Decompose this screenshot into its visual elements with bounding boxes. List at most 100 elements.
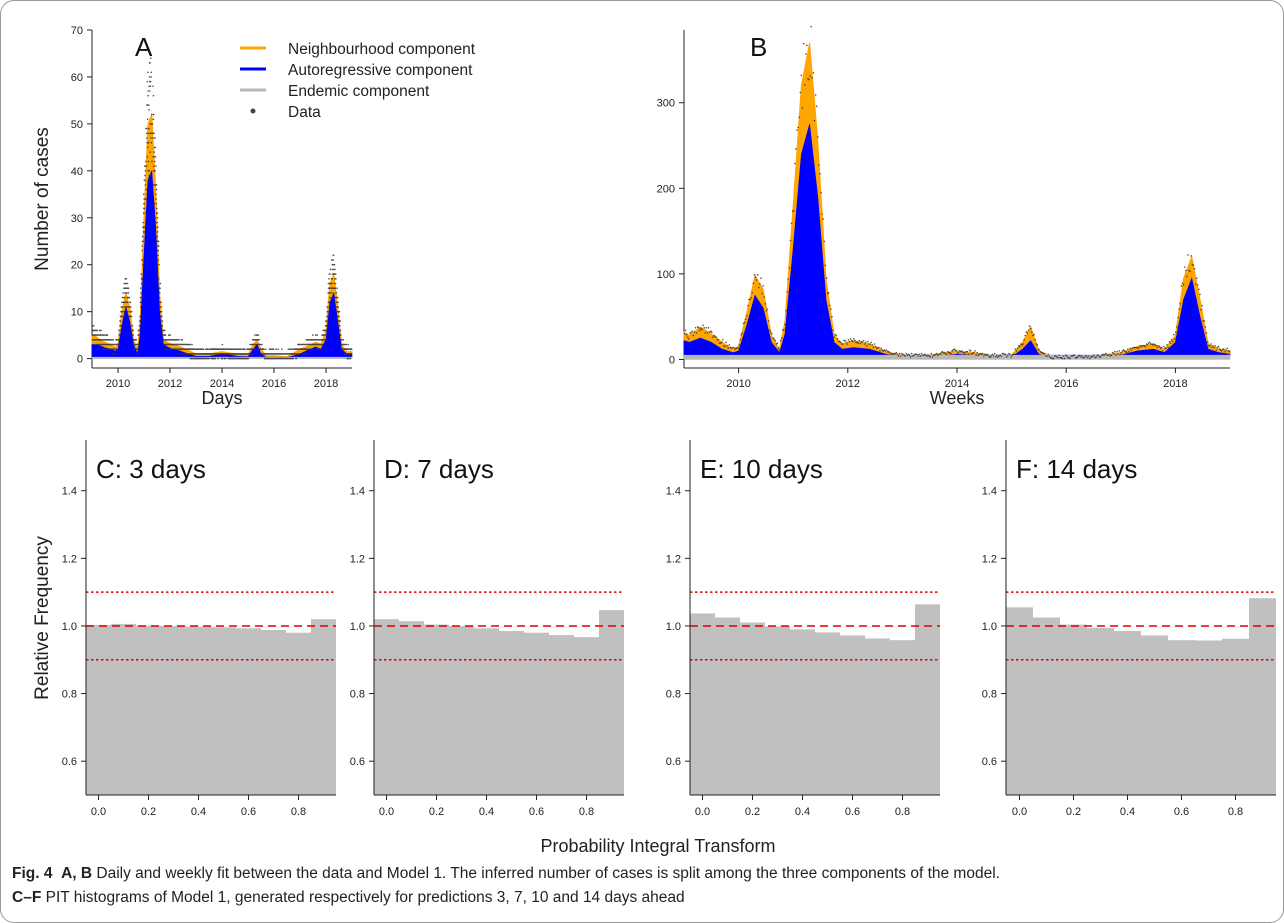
panel-a-y-tick-label: 60 (71, 72, 83, 84)
hist-f-bar (1195, 640, 1222, 795)
panel-b-y-tick-label: 100 (657, 269, 675, 281)
hist-c-bar (86, 624, 111, 795)
hist-d-bar (574, 637, 599, 795)
hist-c-x-tick-label: 0.4 (191, 806, 206, 818)
legend-label: Neighbourhood component (288, 41, 476, 58)
hist-d-bar (449, 625, 474, 795)
hist-e-bar (690, 613, 715, 795)
hist-f-x-tick-label: 0.6 (1174, 806, 1189, 818)
hist-e-y-tick-label: 1.4 (666, 486, 681, 498)
hist-f-y-tick-label: 1.0 (982, 621, 997, 633)
hist-d-y-tick-label: 1.4 (350, 486, 365, 498)
hist-d-bar (474, 628, 499, 795)
hist-c-bar (111, 623, 136, 795)
hist-c-y-tick-label: 1.0 (62, 621, 77, 633)
hist-c-y-axis-title: Relative Frequency (32, 536, 53, 700)
panel-a-y-tick-label: 30 (71, 213, 83, 225)
panel-a-x-tick-label: 2016 (262, 378, 286, 390)
hist-e-bar (915, 604, 940, 795)
hist-e-bar (865, 638, 890, 795)
legend-label: Autoregressive component (288, 62, 473, 79)
hist-e-bar (815, 632, 840, 795)
panel-b-x-tick-label: 2018 (1163, 378, 1187, 390)
hist-e-bar (790, 629, 815, 795)
panel-b-data-points (683, 25, 1231, 360)
hist-c-y-tick-label: 1.4 (62, 486, 77, 498)
hist-c-x-tick-label: 0.2 (141, 806, 156, 818)
hist-d-bar (499, 631, 524, 795)
hist-f-y-tick-label: 1.4 (982, 486, 997, 498)
panel-a-y-tick-label: 40 (71, 166, 83, 178)
hist-c-x-tick-label: 0.6 (241, 806, 256, 818)
hist-f-bar (1033, 617, 1060, 795)
panel-a-y-axis-title: Number of cases (32, 127, 53, 271)
hist-d-x-tick-label: 0.6 (529, 806, 544, 818)
hist-f-bar (1141, 635, 1168, 795)
hist-d-label: D: 7 days (384, 454, 494, 484)
hist-f-bar (1168, 640, 1195, 795)
hist-d-y-tick-label: 0.6 (350, 756, 365, 768)
hist-f-x-tick-label: 0.2 (1066, 806, 1081, 818)
caption-text-1: Daily and weekly fit between the data an… (92, 865, 1000, 882)
hist-f-y-tick-label: 0.8 (982, 689, 997, 701)
figure-canvas: 2010 2012 2014 2016 2018 0 10 20 30 40 50 60 70 A Days… (32, 25, 1276, 856)
hist-f-x-tick-label: 0.8 (1228, 806, 1243, 818)
panel-a-y-tick-label: 50 (71, 119, 83, 131)
hist-c-bar (186, 626, 211, 795)
legend-swatch (250, 108, 256, 114)
hist-c-y-tick-label: 1.2 (62, 553, 77, 565)
hist-f-bar (1222, 638, 1249, 795)
caption-line-2: C–F PIT histograms of Model 1, generated… (12, 886, 1274, 910)
panel-b-y-tick-label: 300 (657, 98, 675, 110)
hist-e-y-tick-label: 1.0 (666, 621, 681, 633)
caption-line-1: Fig. 4 A, B Daily and weekly fit between… (12, 862, 1274, 886)
hist-f-bar (1249, 598, 1276, 795)
hist-c-bar (311, 619, 336, 795)
figure-caption: Fig. 4 A, B Daily and weekly fit between… (12, 862, 1274, 910)
panel-a-data-points (91, 57, 353, 360)
hist-e-x-tick-label: 0.0 (695, 806, 710, 818)
panel-b-y-tick-label: 0 (669, 354, 675, 366)
panel-b-label: B (750, 32, 767, 62)
panel-b-autoregressive-area (683, 124, 1231, 358)
panel-a-y-tick-label: 70 (71, 25, 83, 37)
hist-f-x-tick-label: 0.0 (1012, 806, 1027, 818)
hist-f-x-tick-label: 0.4 (1120, 806, 1135, 818)
hist-c-label: C: 3 days (96, 454, 206, 484)
panel-a-y-tick-label: 20 (71, 260, 83, 272)
panel-b-x-tick-label: 2010 (726, 378, 750, 390)
hist-e-x-tick-label: 0.8 (895, 806, 910, 818)
legend-label: Endemic component (288, 83, 430, 100)
panel-b-x-tick-label: 2014 (945, 378, 969, 390)
hist-e-y-tick-label: 0.8 (666, 689, 681, 701)
hist-f-bar (1006, 607, 1033, 795)
hist-f-y-tick-label: 1.2 (982, 553, 997, 565)
hist-e-bar (740, 622, 765, 795)
hist-d-x-tick-label: 0.2 (429, 806, 444, 818)
panel-b-x-axis-title: Weeks (930, 388, 985, 408)
hist-e-bar (715, 617, 740, 795)
panel-a-neighbourhood-area (91, 114, 353, 359)
hist-d-bar (524, 632, 549, 795)
hist-f-bar (1087, 627, 1114, 795)
hist-e-x-tick-label: 0.6 (845, 806, 860, 818)
hist-f-y-tick-label: 0.6 (982, 756, 997, 768)
hist-d-x-tick-label: 0.8 (579, 806, 594, 818)
legend-label: Data (288, 104, 321, 121)
hist-f-label: F: 14 days (1016, 454, 1137, 484)
hist-c-bar (161, 625, 186, 795)
hist-c-x-tick-label: 0.0 (91, 806, 106, 818)
hist-e-y-tick-label: 0.6 (666, 756, 681, 768)
panel-a-x-tick-label: 2018 (314, 378, 338, 390)
hist-e-bar (890, 640, 915, 795)
panel-b-y-tick-label: 200 (657, 183, 675, 195)
panel-a-y-tick-label: 10 (71, 307, 83, 319)
hist-e-x-tick-label: 0.4 (795, 806, 810, 818)
hist-c-y-tick-label: 0.6 (62, 756, 77, 768)
hist-d-y-tick-label: 1.2 (350, 553, 365, 565)
panel-b-endemic-area (683, 354, 1231, 360)
hist-e-x-tick-label: 0.2 (745, 806, 760, 818)
hist-d-x-tick-label: 0.0 (379, 806, 394, 818)
panel-a-x-tick-label: 2014 (210, 378, 234, 390)
hist-c-bar (136, 625, 161, 795)
